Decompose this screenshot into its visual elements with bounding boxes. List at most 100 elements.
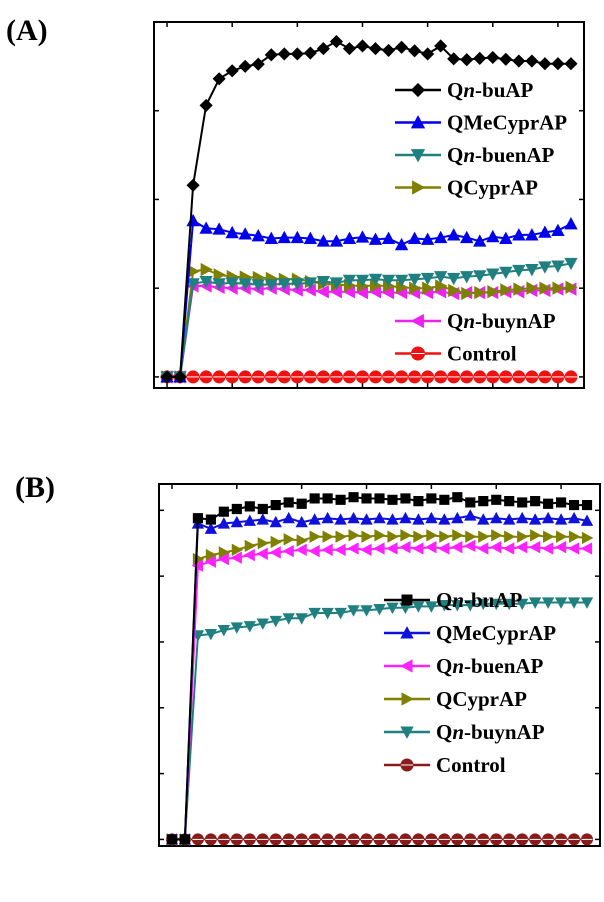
data-point [347,542,359,555]
data-point [447,52,461,66]
data-point [486,370,500,384]
data-point [355,274,370,288]
data-point [412,542,424,555]
data-point [435,279,448,293]
data-point [368,42,383,56]
data-point [399,833,412,846]
data-point [192,513,203,524]
data-point [399,541,411,554]
legend-entry: QCyprAP [395,176,538,200]
data-point [543,498,554,509]
legend-label: QMeCyprAP [436,621,556,645]
data-point [381,231,396,244]
data-point [199,221,213,234]
data-point [490,833,503,846]
data-point [290,278,305,291]
legend-label-part: -buAP [464,588,523,612]
data-point [342,42,357,56]
data-point [465,530,477,543]
data-point [581,531,594,545]
legend-label-part: Control [447,342,517,366]
legend-label: QCyprAP [447,176,538,200]
data-point [486,229,500,243]
data-point [490,511,503,524]
data-point [199,276,213,289]
legend-label-part: QMeCyprAP [447,111,567,135]
legend-label-part: n [452,720,464,744]
data-point [217,517,231,529]
data-point [269,515,282,528]
data-point [277,278,291,291]
data-point [554,597,568,609]
data-point [460,230,474,244]
legend-label-part: QCyprAP [436,687,527,711]
data-point [308,607,321,620]
legend-label: Qn-buAP [436,588,523,612]
data-point [433,230,448,244]
data-point [580,542,593,555]
data-point [438,542,450,555]
data-point [295,613,308,625]
legend-entry: Qn-buAP [395,78,534,102]
data-point [526,281,539,295]
data-point [555,833,568,846]
data-point [316,276,331,289]
data-point [516,833,529,846]
data-point [421,47,435,61]
data-point [477,833,490,846]
data-point [499,266,513,280]
data-point [568,499,580,511]
data-point [230,551,242,564]
data-point [512,228,526,241]
data-point [567,542,580,555]
legend-entry: QMeCyprAP [384,621,556,645]
data-point [244,501,255,512]
data-point [199,370,213,384]
legend-label-part: -buenAP [475,143,555,167]
data-point [412,833,425,846]
data-point [474,285,487,300]
data-point [238,59,252,73]
data-point [513,282,526,296]
legend-entry: QMeCyprAP [395,111,567,135]
data-point [541,542,554,555]
data-point [538,261,552,274]
data-point [373,603,386,616]
data-point [387,494,398,505]
data-point [251,279,265,292]
data-point [342,370,356,384]
data-point [464,600,477,612]
series-qn-buap [166,492,593,845]
data-point [329,370,343,384]
data-point [541,511,555,524]
panel-label-a: (A) [6,14,48,47]
legend-label-part: -buynAP [464,720,545,744]
data-point [422,281,435,295]
legend-swatch-marker [410,313,424,329]
data-point [361,493,372,504]
data-point [565,280,578,294]
data-point [434,370,448,384]
data-point [212,222,226,235]
data-point [460,370,474,384]
data-point [309,530,321,543]
legend-swatch-marker [412,180,426,195]
legend-label-part: n [452,654,464,678]
data-point [528,513,542,525]
data-point [450,541,463,554]
data-point [368,273,383,287]
data-point [368,232,383,245]
data-point [355,39,370,53]
data-point [321,833,334,846]
data-point [218,546,231,559]
data-point [225,277,239,290]
data-point [425,601,438,613]
data-point [270,499,281,511]
data-point [342,231,357,244]
legend-swatch-marker [400,659,413,673]
data-point [394,237,409,251]
legend-label-part: Q [436,654,452,678]
data-point [476,542,489,555]
data-point [186,370,200,384]
